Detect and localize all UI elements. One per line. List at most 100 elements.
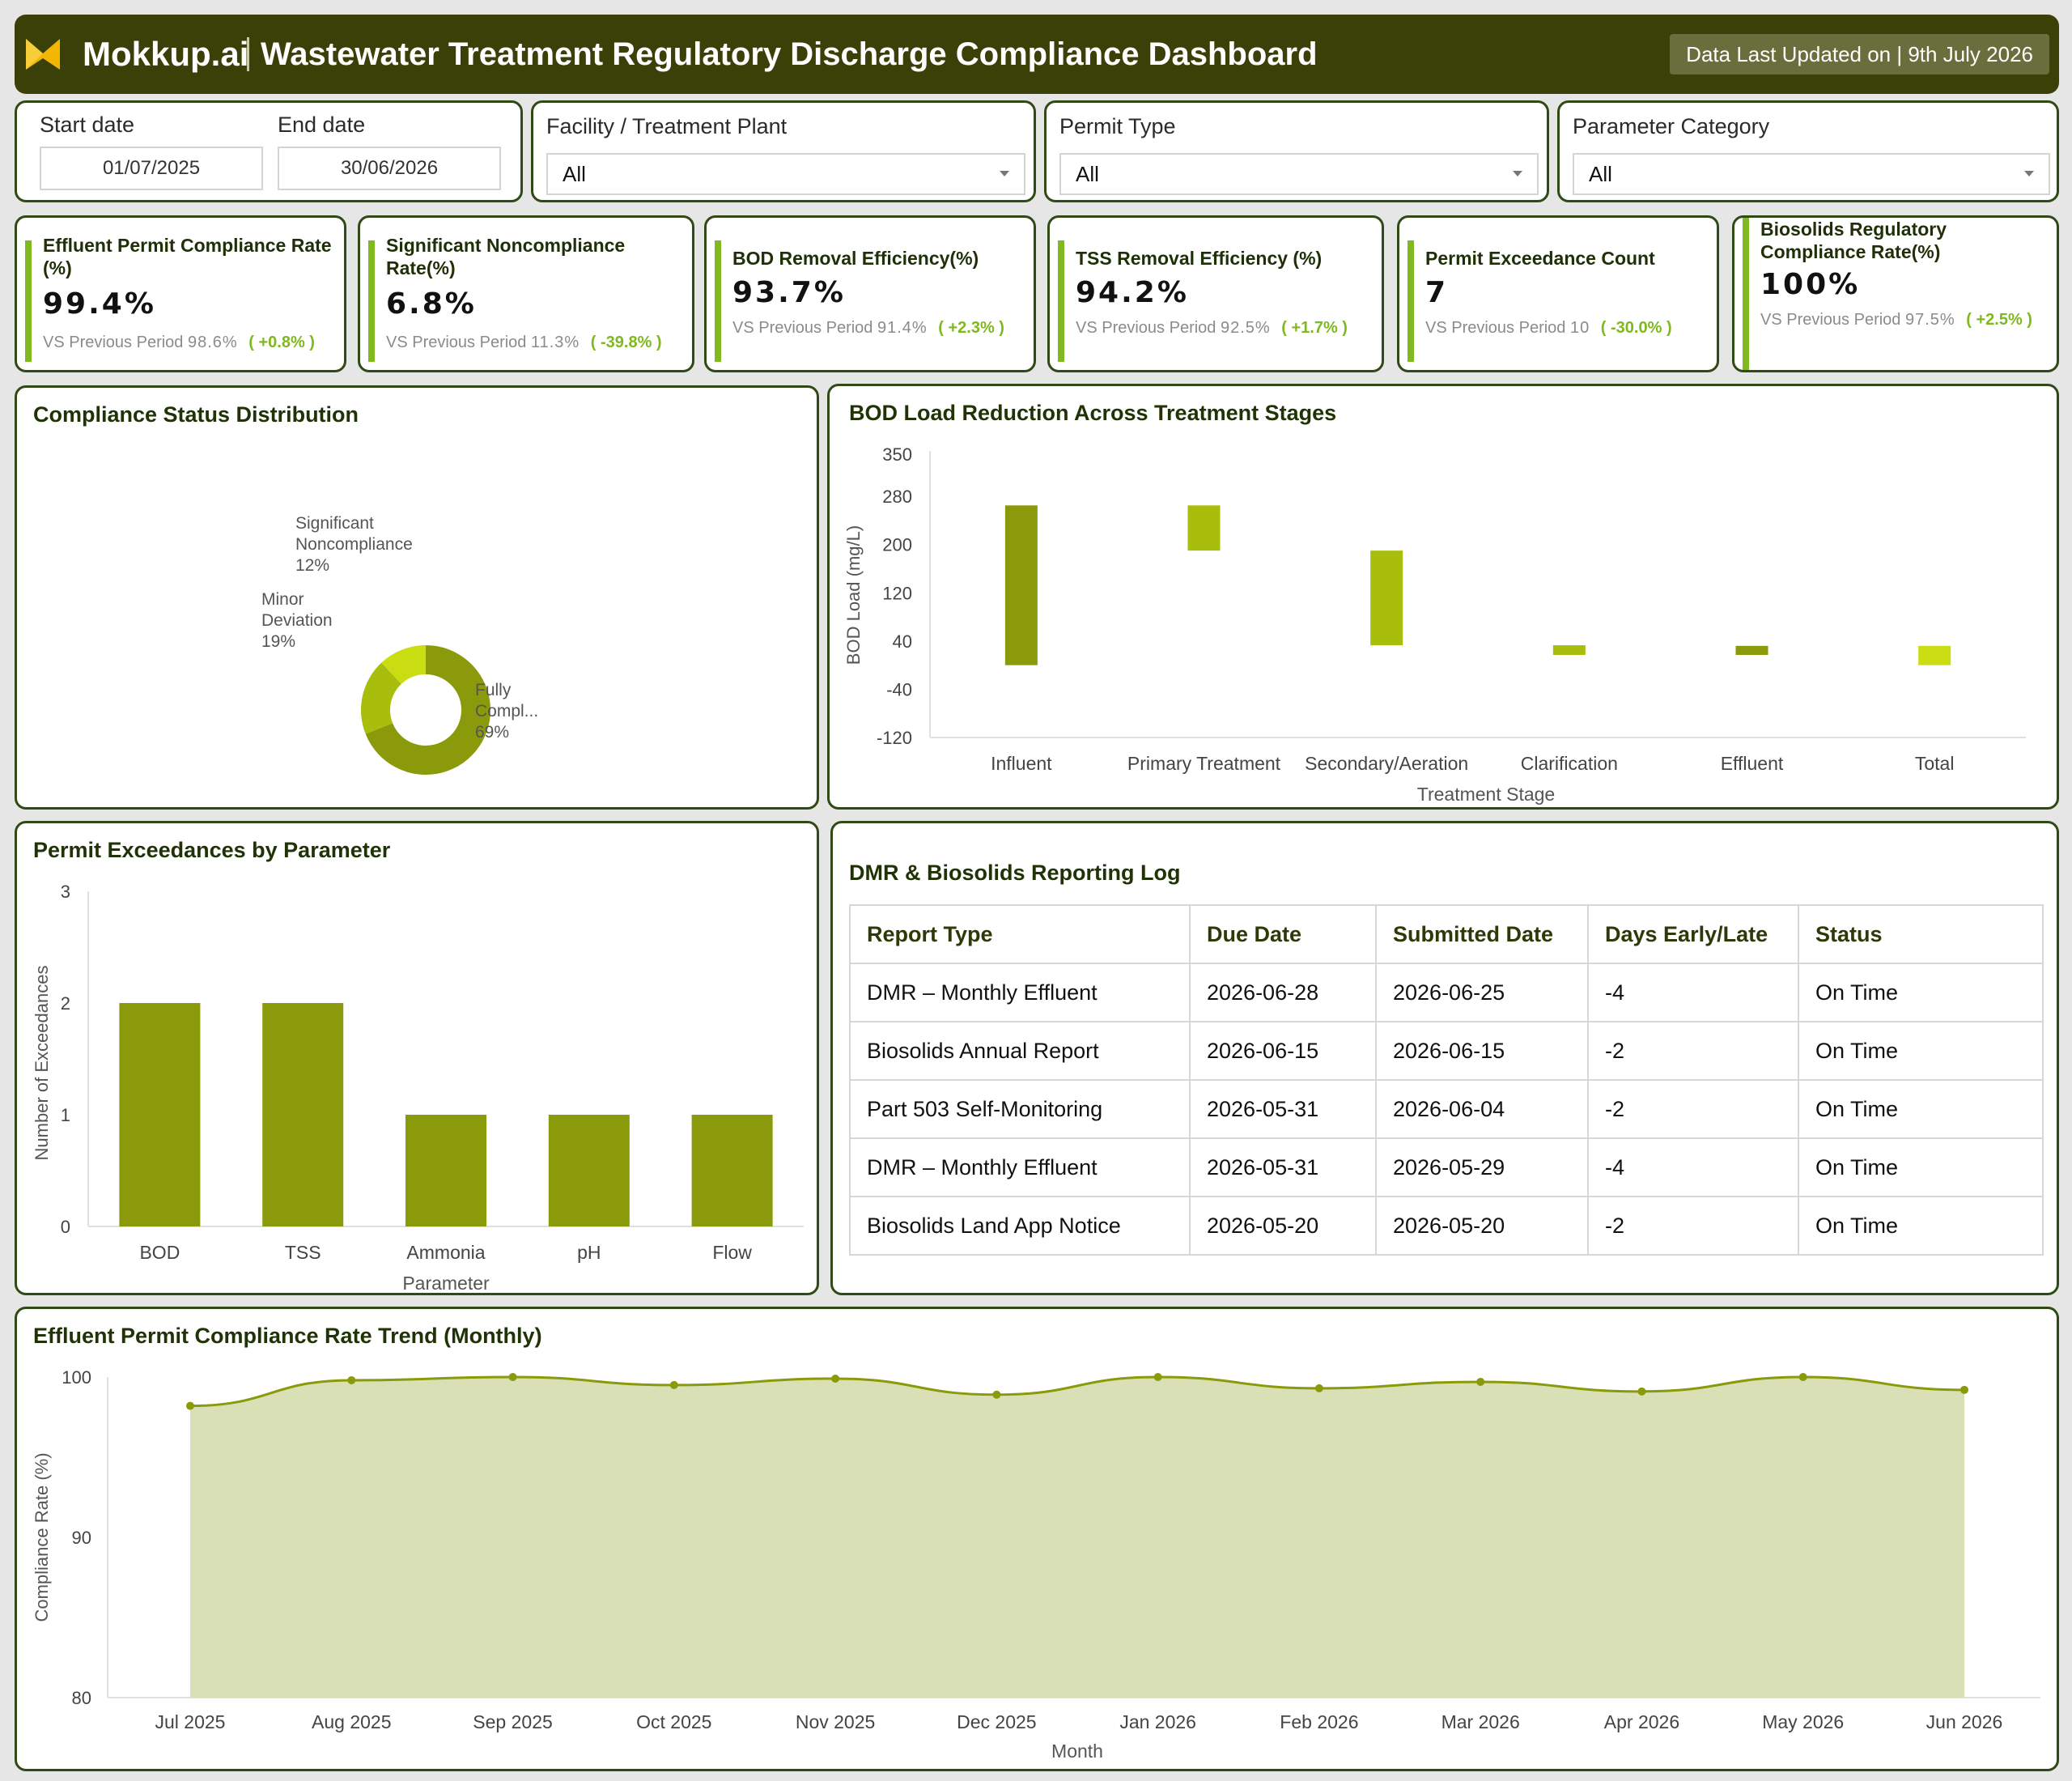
trend-point[interactable] xyxy=(1798,1373,1807,1381)
table-row[interactable]: Part 503 Self-Monitoring 2026-05-31 2026… xyxy=(849,1079,2044,1139)
cell-status: On Time xyxy=(1798,1137,2044,1197)
panel-title: Permit Exceedances by Parameter xyxy=(33,838,391,862)
dashboard-title: Wastewater Treatment Regulatory Discharg… xyxy=(261,36,1318,72)
waterfall-bar[interactable] xyxy=(1004,505,1038,665)
chevron-down-icon xyxy=(1000,171,1009,176)
donut-label-fully-line1: Fully xyxy=(475,681,512,699)
trend-point[interactable] xyxy=(831,1374,840,1383)
exceedances-panel: Permit Exceedances by Parameter Number o… xyxy=(15,821,819,1295)
kpi-title: BOD Removal Efficiency(%) xyxy=(732,248,979,269)
donut-slice-minor-deviation[interactable] xyxy=(361,662,401,734)
donut-label-fully: Fully Compl... 69% xyxy=(475,681,543,742)
trend-point[interactable] xyxy=(1314,1384,1323,1392)
header-divider xyxy=(247,37,249,71)
x-tick-label: pH xyxy=(577,1242,601,1263)
end-date-input[interactable]: 30/06/2026 xyxy=(278,147,501,190)
waterfall-bar[interactable] xyxy=(1918,645,1951,665)
y-tick-label: 3 xyxy=(61,882,70,902)
trend-point[interactable] xyxy=(347,1375,356,1384)
kpi-change: ( -39.8% ) xyxy=(590,334,662,351)
kpi-comparison: VS Previous Period 97.5% ( +2.5% ) xyxy=(1760,300,2050,339)
cell-report-type: Part 503 Self-Monitoring xyxy=(849,1079,1191,1139)
permit-select[interactable]: All xyxy=(1059,153,1539,195)
waterfall-bar[interactable] xyxy=(1187,505,1221,551)
donut-slice-significant-noncompliance[interactable] xyxy=(381,645,426,684)
facility-select-value: All xyxy=(563,162,586,186)
cell-status: On Time xyxy=(1798,963,2044,1022)
cell-days: -2 xyxy=(1587,1021,1799,1081)
exceedance-bar[interactable] xyxy=(548,1115,630,1226)
table-row[interactable]: DMR – Monthly Effluent 2026-06-28 2026-0… xyxy=(849,963,2044,1022)
x-axis-title: Parameter xyxy=(402,1273,490,1293)
kpi-comparison: VS Previous Period 10 ( -30.0% ) xyxy=(1425,308,1710,347)
col-header-days-early-late[interactable]: Days Early/Late xyxy=(1587,904,1799,964)
waterfall-bar[interactable] xyxy=(1370,550,1403,646)
kpi-prev-value: 11.3% xyxy=(530,334,580,351)
parameter-select[interactable]: All xyxy=(1573,153,2050,195)
col-header-report-type[interactable]: Report Type xyxy=(849,904,1191,964)
cell-due-date: 2026-05-31 xyxy=(1189,1079,1377,1139)
cell-submitted-date: 2026-06-25 xyxy=(1375,963,1589,1022)
x-tick-label: Total xyxy=(1915,753,1955,774)
x-tick-label: Jul 2025 xyxy=(155,1711,226,1732)
mokkup-logo-icon xyxy=(26,39,60,70)
kpi-prev-label: VS Previous Period xyxy=(1425,319,1566,337)
exceedance-bar[interactable] xyxy=(691,1115,773,1226)
cell-status: On Time xyxy=(1798,1021,2044,1081)
exceedance-bar[interactable] xyxy=(119,1003,201,1226)
exceedances-bar-chart: Number of Exceedances Parameter 0 1 2 3 BOD T… xyxy=(32,882,804,1293)
y-axis-title: Number of Exceedances xyxy=(32,966,52,1161)
waterfall-bar[interactable] xyxy=(1552,645,1586,655)
cell-days: -2 xyxy=(1587,1196,1799,1256)
trend-point[interactable] xyxy=(1637,1387,1646,1396)
donut-label-fully-pct: 69% xyxy=(475,723,509,742)
waterfall-bar[interactable] xyxy=(1735,645,1768,655)
col-header-status[interactable]: Status xyxy=(1798,904,2044,964)
facility-select[interactable]: All xyxy=(546,153,1025,195)
trend-point[interactable] xyxy=(186,1401,194,1410)
header-bar: Mokkup.ai Wastewater Treatment Regulator… xyxy=(15,15,2059,94)
col-header-due-date[interactable]: Due Date xyxy=(1189,904,1377,964)
donut-label-significant-line1: Significant xyxy=(295,514,374,533)
table-row[interactable]: Biosolids Land App Notice 2026-05-20 202… xyxy=(849,1196,2044,1256)
cell-status: On Time xyxy=(1798,1079,2044,1139)
table-row[interactable]: Biosolids Annual Report 2026-06-15 2026-… xyxy=(849,1021,2044,1081)
x-tick-label: Nov 2025 xyxy=(796,1711,875,1732)
kpi-change: ( +2.5% ) xyxy=(1966,311,2032,329)
x-tick-label: Secondary/Aeration xyxy=(1305,753,1468,774)
x-tick-label: Flow xyxy=(712,1242,752,1263)
kpi-comparison: VS Previous Period 98.6% ( +0.8% ) xyxy=(43,323,338,362)
table-row[interactable]: DMR – Monthly Effluent 2026-05-31 2026-0… xyxy=(849,1137,2044,1197)
trend-line xyxy=(189,1375,1965,1408)
kpi-accent-bar xyxy=(368,240,375,362)
y-tick-label: 0 xyxy=(61,1217,70,1237)
panel-title: Compliance Status Distribution xyxy=(33,402,359,427)
donut-label-minor: Minor Deviation 19% xyxy=(261,590,337,651)
kpi-accent-bar xyxy=(715,240,721,362)
exceedance-bar[interactable] xyxy=(262,1003,344,1226)
x-tick-label: Primary Treatment xyxy=(1127,753,1281,774)
trend-point[interactable] xyxy=(1960,1385,1968,1394)
kpi-card-bod-removal: BOD Removal Efficiency(%) 93.7% VS Previ… xyxy=(704,215,1036,372)
cell-report-type: Biosolids Land App Notice xyxy=(849,1196,1191,1256)
kpi-card-biosolids-compliance: Biosolids Regulatory Compliance Rate(%) … xyxy=(1732,215,2059,372)
donut-slice-fully-compliant[interactable] xyxy=(365,645,491,776)
cell-days: -4 xyxy=(1587,963,1799,1022)
trend-point[interactable] xyxy=(508,1373,517,1381)
y-tick-label: 90 xyxy=(72,1528,91,1548)
y-tick-label: 280 xyxy=(882,487,912,507)
kpi-card-tss-removal: TSS Removal Efficiency (%) 94.2% VS Prev… xyxy=(1047,215,1384,372)
trend-point[interactable] xyxy=(992,1390,1001,1399)
kpi-title: Biosolids Regulatory Compliance Rate(%) xyxy=(1760,219,1947,262)
trend-point[interactable] xyxy=(1153,1373,1162,1381)
start-date-input[interactable]: 01/07/2025 xyxy=(40,147,263,190)
x-tick-label: Sep 2025 xyxy=(473,1711,552,1732)
trend-point[interactable] xyxy=(1476,1377,1485,1386)
trend-point[interactable] xyxy=(669,1380,678,1389)
permit-select-value: All xyxy=(1076,162,1099,186)
exceedance-bar[interactable] xyxy=(405,1115,486,1226)
col-header-submitted-date[interactable]: Submitted Date xyxy=(1375,904,1589,964)
y-tick-label: 80 xyxy=(72,1688,91,1708)
parameter-filter-card: Parameter Category All xyxy=(1557,100,2059,202)
kpi-prev-label: VS Previous Period xyxy=(1760,311,1901,329)
